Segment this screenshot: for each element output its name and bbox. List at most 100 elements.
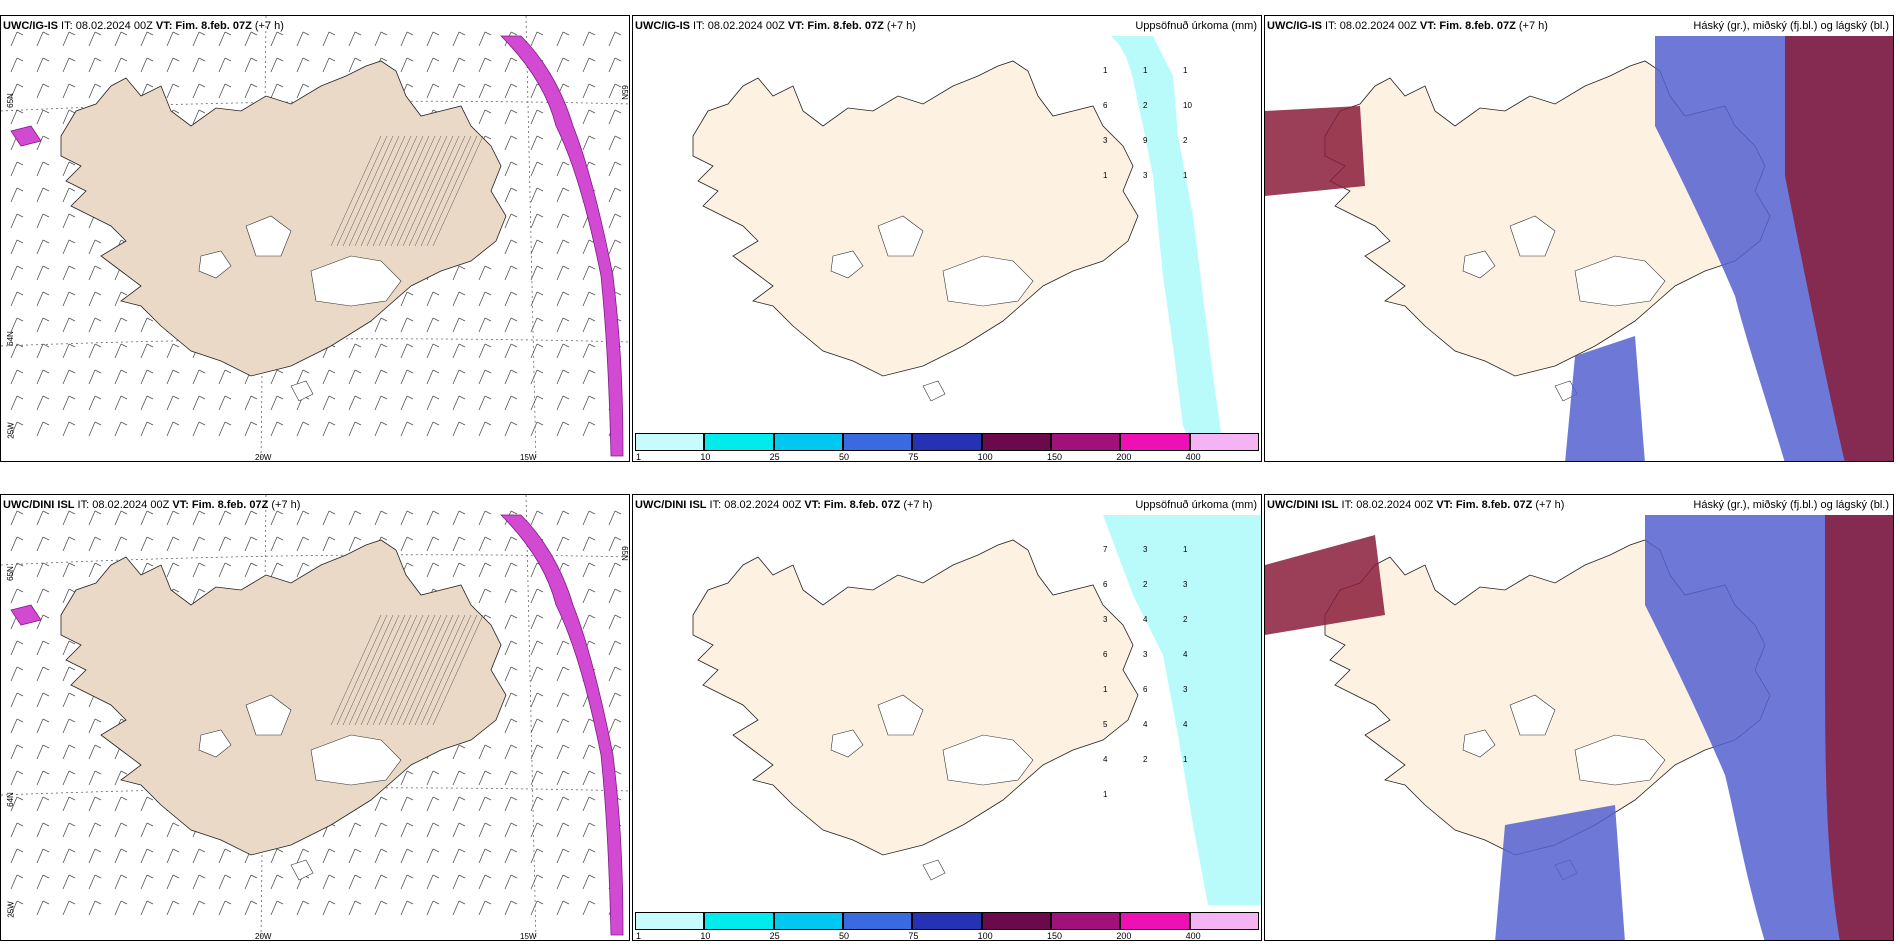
wind-barb [10, 822, 18, 838]
wind-barb [192, 874, 200, 890]
wind-barb-feather [510, 744, 518, 749]
wind-barb [504, 239, 512, 255]
wind-barb [10, 317, 18, 333]
wind-barb-feather [510, 83, 518, 88]
wind-barb-feather [588, 562, 596, 567]
colorbar-segment [843, 912, 913, 930]
wind-barb-feather [510, 369, 518, 374]
wind-barb-feather [354, 31, 362, 36]
wind-barb [556, 317, 564, 333]
wind-barb-feather [484, 109, 492, 114]
wind-barb [296, 57, 304, 73]
wind-barb [166, 822, 174, 838]
precip-value: 3 [1103, 615, 1108, 624]
wind-barb-feather [172, 343, 180, 348]
wind-barb [478, 562, 486, 578]
precip-value: 2 [1143, 755, 1148, 764]
wind-barb [556, 640, 564, 656]
wind-barb [62, 57, 70, 73]
wind-barb-feather [484, 291, 492, 296]
precip-value: 10 [1183, 101, 1192, 110]
wind-barb-feather [484, 588, 492, 593]
wind-barb [504, 317, 512, 333]
wind-barb-feather [16, 109, 24, 114]
wind-barb-feather [484, 265, 492, 270]
wind-barb [530, 692, 538, 708]
wind-barb [62, 588, 70, 604]
wind-barb-feather [94, 31, 102, 36]
wind-barb-feather [276, 848, 284, 853]
cloud-panel-bottom: UWC/DINI ISL IT: 08.02.2024 00Z VT: Fim.… [1264, 494, 1894, 941]
wind-barb [10, 796, 18, 812]
wind-barb-feather [510, 900, 518, 905]
colorbar-tick: 150 [1047, 452, 1063, 462]
wind-barb [582, 109, 590, 125]
wind-barb [36, 614, 44, 630]
wind-barb [270, 562, 278, 578]
wind-barb-feather [458, 265, 466, 270]
wind-barb-feather [510, 31, 518, 36]
wind-barb-feather [458, 770, 466, 775]
wind-barb-feather [146, 421, 154, 426]
wind-barb [140, 536, 148, 552]
wind-barb [348, 369, 356, 385]
precip-value: 1 [1183, 66, 1188, 75]
wind-barb-feather [588, 83, 596, 88]
wind-barb-feather [510, 510, 518, 515]
wind-barb [452, 83, 460, 99]
wind-barb [88, 317, 96, 333]
wind-barb [10, 848, 18, 864]
wind-barb [504, 291, 512, 307]
wind-barb-feather [146, 848, 154, 853]
wind-barb-feather [588, 874, 596, 879]
wind-barb-feather [484, 395, 492, 400]
wind-barb [582, 796, 590, 812]
wind-barb [62, 265, 70, 281]
wind-barb-feather [536, 796, 544, 801]
wind-barb [10, 187, 18, 203]
wind-barb [166, 536, 174, 552]
wind-barb [556, 343, 564, 359]
precip-value: 4 [1103, 755, 1108, 764]
wind-barb-feather [562, 718, 570, 723]
wind-barb [478, 796, 486, 812]
wind-barb [270, 369, 278, 385]
wind-barb [192, 421, 200, 437]
panel-right-title: Háský (gr.), miðský (fj.bl.) og lágský (… [1693, 20, 1889, 32]
precip-value: 3 [1183, 685, 1188, 694]
wind-barb [556, 291, 564, 307]
wind-barb [166, 343, 174, 359]
wind-barb [10, 161, 18, 177]
wind-barb [556, 187, 564, 203]
wind-barb-feather [510, 666, 518, 671]
panel-right-title: Uppsöfnuð úrkoma (mm) [1135, 499, 1257, 511]
precip-value: 1 [1103, 66, 1108, 75]
wind-barb [270, 536, 278, 552]
wind-barb-feather [224, 510, 232, 515]
wind-barb [88, 31, 96, 47]
wind-barb [140, 57, 148, 73]
wind-barb-feather [484, 510, 492, 515]
hatch-line [432, 135, 484, 247]
wind-barb [582, 874, 590, 890]
wind-barb [10, 83, 18, 99]
wind-barb [426, 900, 434, 916]
wind-barb-feather [562, 265, 570, 270]
wind-barb-feather [588, 109, 596, 114]
wind-barb-feather [536, 874, 544, 879]
wind-barb-feather [536, 291, 544, 296]
wind-barb [504, 770, 512, 786]
colorbar-segment [1051, 912, 1121, 930]
precip-value: 1 [1143, 66, 1148, 75]
cloud-panel-top: UWC/IG-IS IT: 08.02.2024 00Z VT: Fim. 8.… [1264, 15, 1894, 462]
wind-barb-feather [94, 510, 102, 515]
wind-barb-feather [198, 588, 206, 593]
wind-barb [166, 31, 174, 47]
wind-barb [114, 848, 122, 864]
wind-barb-feather [458, 796, 466, 801]
wind-barb-feather [172, 395, 180, 400]
wind-barb-feather [510, 848, 518, 853]
wind-barb [426, 874, 434, 890]
wind-barb-feather [42, 692, 50, 697]
wind-barb [582, 239, 590, 255]
